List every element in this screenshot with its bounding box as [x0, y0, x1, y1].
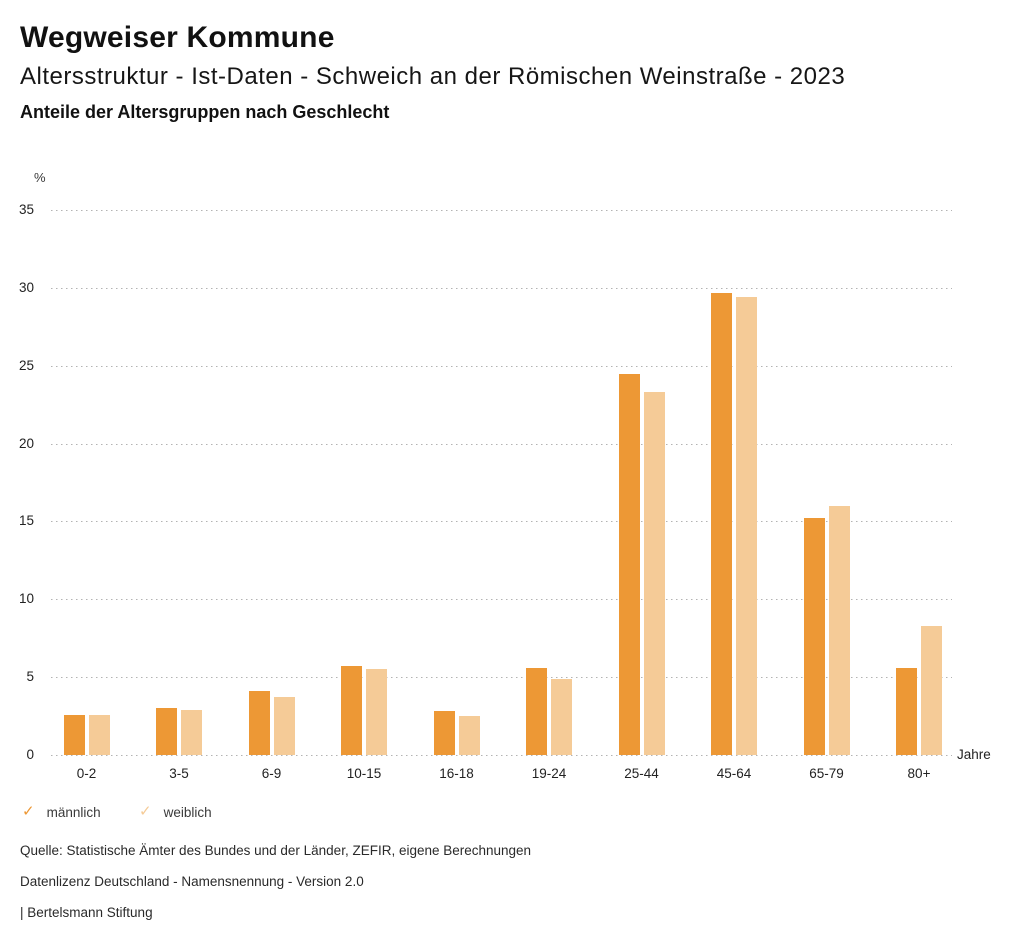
source-text: Quelle: Statistische Ämter des Bundes un…: [20, 843, 532, 858]
bar-weiblich-45-64[interactable]: [736, 297, 757, 755]
x-axis-unit-label: Jahre: [957, 747, 991, 762]
y-tick-label: 15: [18, 513, 34, 529]
x-tick-label: 45-64: [716, 766, 752, 781]
legend-label-maennlich: männlich: [46, 804, 101, 820]
gridline: [51, 521, 952, 523]
legend-item-maennlich[interactable]: ✓ männlich: [22, 804, 101, 820]
bar-maennlich-80+[interactable]: [896, 667, 917, 755]
x-tick-label: 0-2: [76, 766, 97, 781]
bar-weiblich-10-15[interactable]: [366, 669, 387, 755]
chart-title: Altersstruktur - Ist-Daten - Schweich an…: [20, 63, 846, 90]
bar-weiblich-25-44[interactable]: [643, 392, 665, 755]
x-tick-label: 6-9: [261, 766, 282, 781]
x-tick-label: 3-5: [169, 766, 189, 781]
bar-maennlich-6-9[interactable]: [248, 691, 270, 755]
x-tick-label: 80+: [907, 766, 931, 781]
chart-subtitle: Anteile der Altersgruppen nach Geschlech…: [20, 102, 390, 122]
gridline: [51, 287, 952, 289]
gridline: [51, 365, 952, 367]
bar-maennlich-0-2[interactable]: [63, 714, 85, 755]
bar-maennlich-19-24[interactable]: [526, 667, 547, 755]
legend-item-weiblich[interactable]: ✓ weiblich: [139, 804, 212, 820]
gridline: [51, 599, 952, 601]
y-tick-label: 5: [26, 669, 34, 685]
check-icon: ✓: [22, 803, 35, 820]
attribution-text: | Bertelsmann Stiftung: [20, 905, 153, 920]
y-tick-label: 25: [18, 357, 34, 373]
bar-weiblich-0-2[interactable]: [88, 714, 110, 755]
license-text: Datenlizenz Deutschland - Namensnennung …: [20, 874, 364, 889]
bar-weiblich-19-24[interactable]: [551, 678, 572, 755]
bar-maennlich-10-15[interactable]: [341, 666, 362, 755]
bar-maennlich-16-18[interactable]: [433, 711, 455, 755]
y-axis-unit-label: %: [34, 170, 46, 185]
bar-maennlich-45-64[interactable]: [711, 292, 732, 755]
bar-weiblich-65-79[interactable]: [828, 505, 850, 755]
bar-maennlich-65-79[interactable]: [803, 518, 825, 755]
y-tick-label: 0: [26, 747, 34, 762]
bar-weiblich-16-18[interactable]: [458, 716, 480, 755]
gridline: [51, 677, 952, 679]
x-tick-label: 16-18: [439, 766, 474, 781]
bar-maennlich-3-5[interactable]: [156, 708, 177, 755]
brand-title: Wegweiser Kommune: [20, 21, 335, 54]
gridline: [51, 210, 952, 212]
bar-weiblich-3-5[interactable]: [181, 709, 202, 755]
x-tick-label: 10-15: [346, 766, 382, 781]
y-tick-label: 20: [18, 435, 34, 451]
gridline: [51, 443, 952, 445]
x-tick-label: 25-44: [624, 766, 659, 781]
bar-weiblich-6-9[interactable]: [273, 697, 295, 755]
x-tick-label: 65-79: [809, 766, 844, 781]
x-tick-label: 19-24: [531, 766, 567, 781]
y-tick-label: 30: [18, 279, 34, 295]
bar-weiblich-80+[interactable]: [921, 625, 942, 755]
bar-maennlich-25-44[interactable]: [618, 373, 640, 755]
check-icon: ✓: [139, 803, 152, 820]
legend-label-weiblich: weiblich: [163, 804, 212, 820]
gridline: [51, 755, 952, 756]
y-tick-label: 10: [18, 591, 34, 607]
y-tick-label: 35: [18, 202, 34, 218]
